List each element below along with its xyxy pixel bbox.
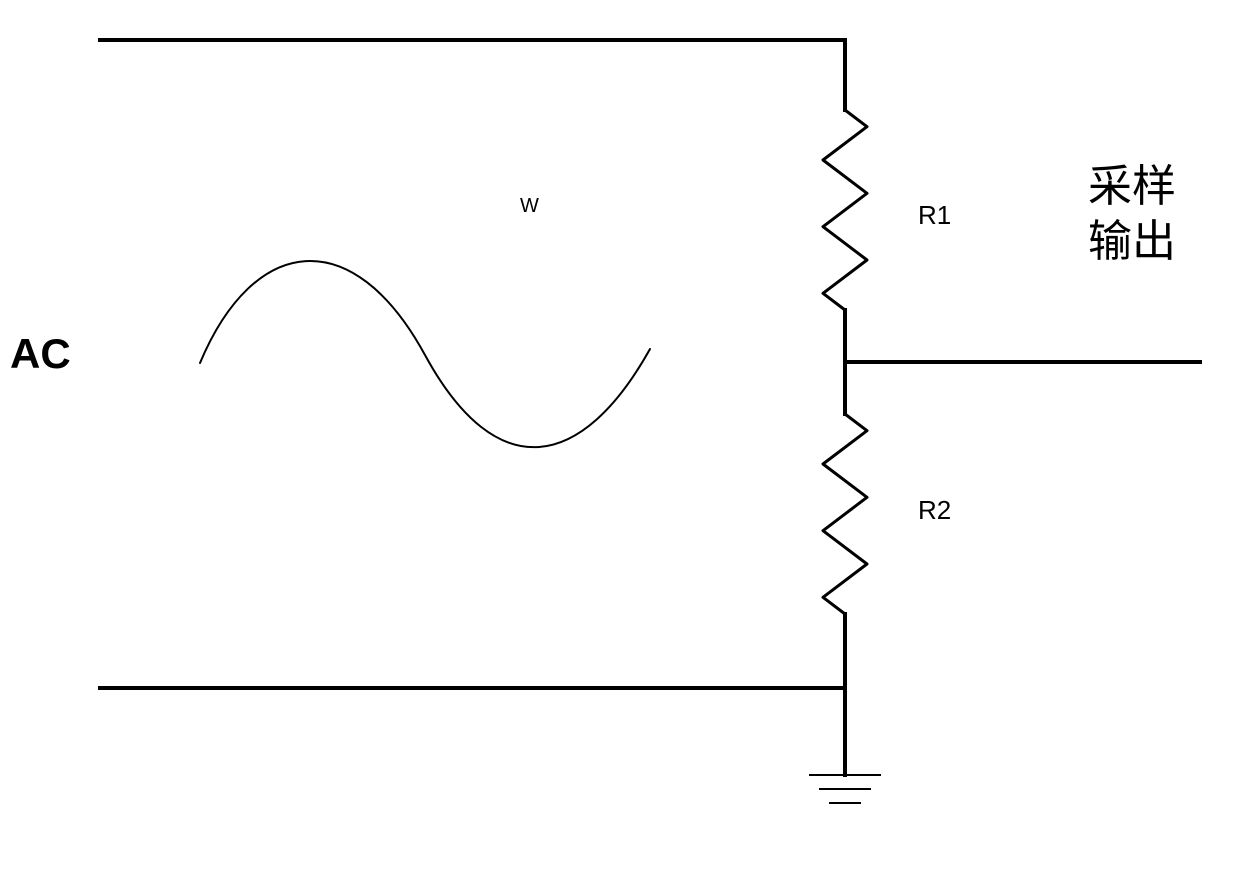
components-group (200, 110, 880, 803)
circuit-svg (0, 0, 1240, 879)
output-label-line2: 输出 (1088, 205, 1176, 269)
r1-label: R1 (918, 200, 951, 231)
w-label: W (520, 195, 539, 218)
resistor-r2 (823, 414, 867, 614)
sine-wave-icon (200, 261, 650, 447)
ac-label: AC (10, 330, 71, 378)
wires-group (100, 40, 1200, 775)
resistor-r1 (823, 110, 867, 310)
circuit-diagram: AC W R1 R2 采样 输出 (0, 0, 1240, 879)
r2-label: R2 (918, 495, 951, 526)
